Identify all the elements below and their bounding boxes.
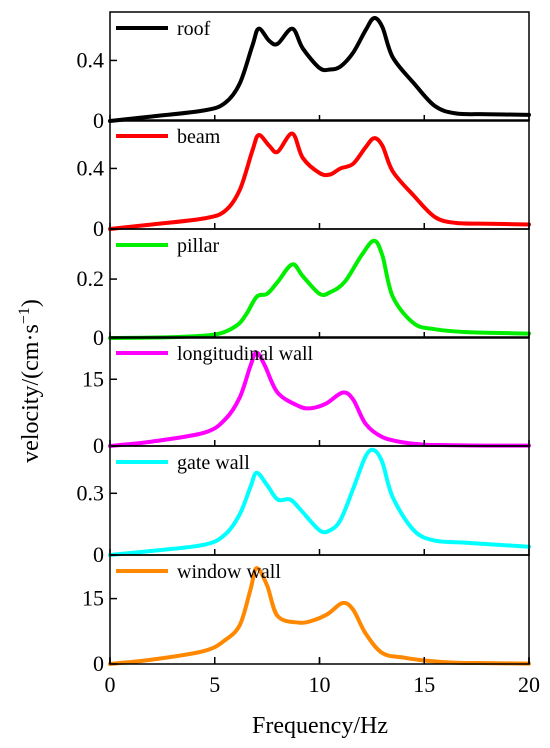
series-line-roof xyxy=(108,16,531,123)
legend-label: longitudinal wall xyxy=(177,343,314,365)
y-tick-label: 0 xyxy=(93,433,104,458)
panel-pillar: 0 0.2 pillar xyxy=(77,228,531,350)
y-tick-label: 0.4 xyxy=(77,47,105,72)
series-line-pillar xyxy=(108,238,531,340)
x-tick-label: 5 xyxy=(209,672,220,697)
x-tick-label: 0 xyxy=(105,672,116,697)
y-axis-title-main: velocity/(cm·s xyxy=(18,324,44,463)
y-tick-label: 0.4 xyxy=(77,155,105,180)
series-line-window-wall xyxy=(108,566,531,666)
y-tick-label: 15 xyxy=(82,366,104,391)
x-tick-label: 20 xyxy=(518,672,540,697)
series-line-longitudinal-wall xyxy=(108,350,531,448)
x-tick-label: 10 xyxy=(309,672,331,697)
legend-label: pillar xyxy=(177,235,220,257)
y-tick-label: 0 xyxy=(93,651,104,676)
panel-frame xyxy=(109,554,530,665)
y-tick-label: 0 xyxy=(93,216,104,241)
y-tick-label: 15 xyxy=(82,586,104,611)
y-axis-title-sup: −1 xyxy=(16,307,33,324)
y-tick-label: 0.3 xyxy=(77,480,105,505)
x-tick-label: 15 xyxy=(413,672,435,697)
legend-label: gate wall xyxy=(177,452,250,474)
legend-label: beam xyxy=(177,126,221,148)
x-axis-title: Frequency/Hz xyxy=(252,713,388,739)
series-line-beam xyxy=(108,131,531,231)
panel-frame xyxy=(109,228,530,339)
series-line-gate-wall xyxy=(108,447,531,557)
legend-label: roof xyxy=(177,18,211,40)
y-tick-label: 0 xyxy=(93,325,104,350)
x-axis: 0 5 10 15 20 xyxy=(105,657,540,697)
legend-label: window wall xyxy=(177,561,281,583)
panel-frame xyxy=(109,445,530,556)
y-tick-label: 0 xyxy=(93,542,104,567)
chart-panels: 0 0.4 roof 0 0.4 beam 0 0.2 pillar 0 15 longitudina… xyxy=(77,11,531,676)
y-axis-title-close: ) xyxy=(18,299,44,307)
panel-longitudinal-wall: 0 15 longitudinal wall xyxy=(82,336,531,458)
y-axis-title: velocity/(cm·s−1) xyxy=(16,299,44,463)
y-tick-label: 0.2 xyxy=(77,266,105,291)
panel-window-wall: 0 15 window wall xyxy=(82,554,531,676)
panel-gate-wall: 0 0.3 gate wall xyxy=(77,445,531,567)
panel-roof: 0 0.4 roof xyxy=(77,11,531,133)
y-tick-label: 0 xyxy=(93,108,104,133)
panel-beam: 0 0.4 beam xyxy=(77,119,531,241)
panel-frame xyxy=(109,336,530,447)
